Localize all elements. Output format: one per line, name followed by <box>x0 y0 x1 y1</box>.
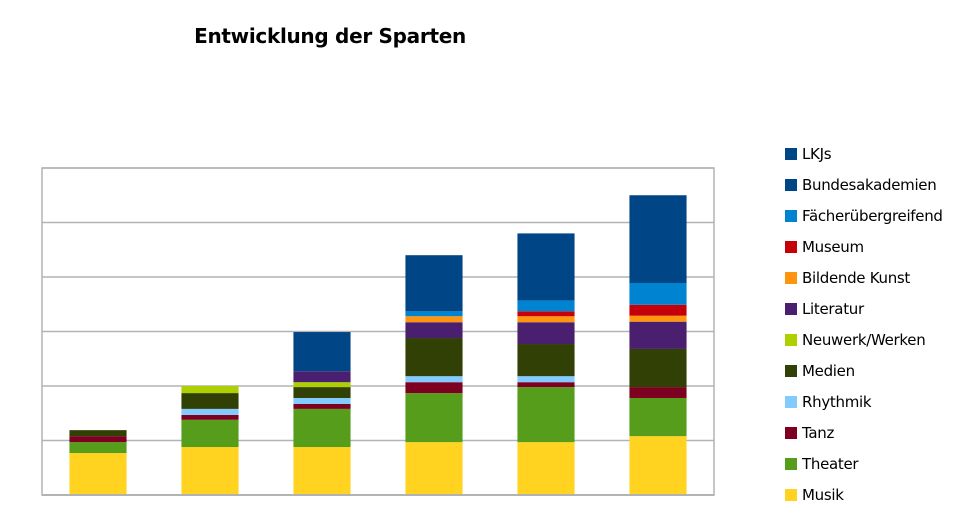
legend-swatch <box>785 364 797 377</box>
bar-segment-museum <box>629 304 687 316</box>
bar-segment-musik <box>517 442 575 495</box>
bar-segment-literatur <box>629 321 687 349</box>
legend-label: Neuwerk/Werken <box>802 330 926 349</box>
bar-segment-tanz <box>181 414 239 420</box>
bar-segment-literatur <box>293 371 351 383</box>
bar-segment-medien <box>181 393 239 409</box>
legend-item: Museum <box>785 231 943 262</box>
bar-segment-bundesakademien <box>405 255 463 312</box>
legend-label: Rhythmik <box>802 392 872 411</box>
legend-item: Bildende Kunst <box>785 262 943 293</box>
legend-label: Tanz <box>802 423 835 442</box>
legend-swatch <box>785 395 797 408</box>
legend-item: Fächerübergreifend <box>785 200 943 231</box>
bar-segment-medien <box>517 344 575 377</box>
bar-segment-bundesakademien <box>517 233 575 301</box>
bar-segment-medien <box>629 348 687 388</box>
bar-segment-rhythmik <box>517 376 575 383</box>
bar-segment-medien <box>293 387 351 398</box>
bar-segment-medien <box>405 338 463 377</box>
bar-segment-musik <box>405 442 463 495</box>
legend-item: Literatur <box>785 293 943 324</box>
legend-swatch <box>785 426 797 439</box>
bar-segment-fächerübergreifend <box>629 282 687 305</box>
legend: LKJs Bundesakademien Fächerübergreifend Mus… <box>785 138 943 510</box>
bar-segment-literatur <box>405 322 463 339</box>
bar-segment-bildende-kunst <box>517 316 575 323</box>
bar-segment-theater <box>517 387 575 443</box>
bar-segment-medien <box>69 430 127 437</box>
legend-label: Musik <box>802 485 844 504</box>
bar-segment-bundesakademien <box>629 195 687 283</box>
bar-segment-musik <box>69 453 127 495</box>
bar-segment-theater <box>181 419 239 448</box>
bar-segment-bildende-kunst <box>405 316 463 323</box>
legend-item: Bundesakademien <box>785 169 943 200</box>
bar-segment-literatur <box>517 322 575 345</box>
bar-segment-rhythmik <box>181 408 239 415</box>
bar-segment-bundesakademien <box>293 332 351 372</box>
legend-label: Theater <box>802 454 859 473</box>
bar-segment-rhythmik <box>293 397 351 404</box>
bar-segment-theater <box>405 393 463 443</box>
legend-label: Literatur <box>802 299 864 318</box>
legend-swatch <box>785 488 797 501</box>
chart-title: Entwicklung der Sparten <box>194 24 466 48</box>
legend-item: Neuwerk/Werken <box>785 324 943 355</box>
legend-label: Bildende Kunst <box>802 268 910 287</box>
legend-item: Rhythmik <box>785 386 943 417</box>
bar-segment-tanz <box>405 382 463 394</box>
legend-swatch <box>785 147 797 160</box>
legend-item: Theater <box>785 448 943 479</box>
bar-segment-museum <box>517 311 575 317</box>
legend-swatch <box>785 271 797 284</box>
bar-segment-neuwerk-werken <box>181 386 239 394</box>
bar-segment-musik <box>293 447 351 495</box>
legend-label: Museum <box>802 237 864 256</box>
bar-segment-theater <box>629 397 687 437</box>
bar-segment-tanz <box>293 403 351 409</box>
legend-label: Bundesakademien <box>802 175 937 194</box>
legend-label: Fächerübergreifend <box>802 206 943 225</box>
legend-swatch <box>785 333 797 346</box>
legend-label: Medien <box>802 361 855 380</box>
legend-label: LKJs <box>802 144 832 163</box>
legend-item: Tanz <box>785 417 943 448</box>
bar-segment-fächerübergreifend <box>517 300 575 312</box>
legend-item: Medien <box>785 355 943 386</box>
bar-segment-tanz <box>517 382 575 388</box>
bar-segment-neuwerk-werken <box>293 382 351 388</box>
bar-segment-tanz <box>629 387 687 398</box>
bar-segment-rhythmik <box>405 376 463 383</box>
legend-item: LKJs <box>785 138 943 169</box>
bar-segment-theater <box>69 442 127 454</box>
bar-segment-bildende-kunst <box>629 315 687 322</box>
bar-segment-fächerübergreifend <box>405 311 463 317</box>
bar-segment-musik <box>629 436 687 495</box>
legend-swatch <box>785 457 797 470</box>
bar-segment-musik <box>181 447 239 495</box>
legend-swatch <box>785 178 797 191</box>
bar-segment-theater <box>293 408 351 448</box>
legend-item: Musik <box>785 479 943 510</box>
bar-segment-tanz <box>69 436 127 443</box>
legend-swatch <box>785 209 797 222</box>
legend-swatch <box>785 302 797 315</box>
legend-swatch <box>785 240 797 253</box>
